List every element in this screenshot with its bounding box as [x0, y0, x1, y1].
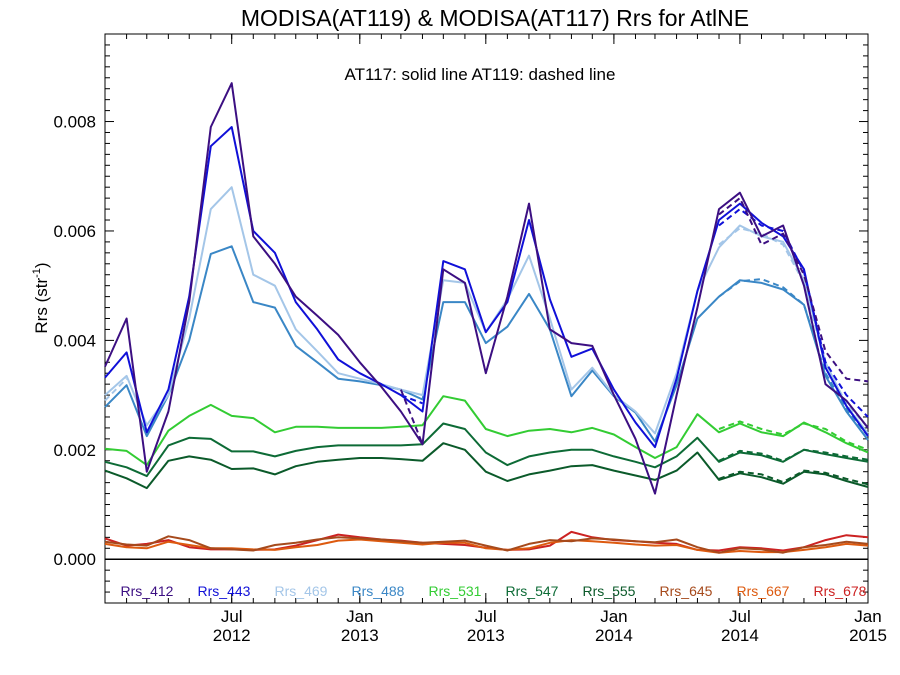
x-tick-label-year: 2012 — [213, 626, 251, 645]
legend-item-rrs-531: Rrs_531 — [429, 583, 482, 599]
legend-item-rrs-469: Rrs_469 — [275, 583, 328, 599]
series-line-dashed-rrs-547 — [718, 448, 869, 462]
series-line-rrs-667 — [104, 538, 869, 554]
x-tick-label-month: Jul — [221, 607, 243, 626]
chart-title: MODISA(AT119) & MODISA(AT117) Rrs for At… — [241, 5, 749, 31]
series-line-rrs-443 — [104, 126, 869, 449]
x-tick-label-month: Jul — [729, 607, 751, 626]
y-tick-label: 0.008 — [53, 113, 96, 132]
y-axis-label-close: ) — [32, 262, 51, 268]
legend-item-rrs-488: Rrs_488 — [352, 583, 405, 599]
y-tick-label: 0.002 — [53, 441, 96, 460]
series-line-rrs-645 — [104, 535, 869, 554]
x-tick-label-year: 2013 — [467, 626, 505, 645]
series-line-rrs-547 — [104, 422, 869, 478]
legend-item-rrs-555: Rrs_555 — [583, 583, 636, 599]
y-axis-label-exponent: -1 — [31, 268, 43, 278]
x-tick-label-month: Jan — [346, 607, 373, 626]
x-tick-label-month: Jan — [854, 607, 881, 626]
legend-item-rrs-547: Rrs_547 — [506, 583, 559, 599]
series-line-rrs-555 — [104, 442, 869, 490]
chart-subtitle: AT117: solid line AT119: dashed line — [345, 65, 616, 84]
legend-item-rrs-678: Rrs_678 — [814, 583, 867, 599]
legend-item-rrs-645: Rrs_645 — [660, 583, 713, 599]
x-tick-label-year: 2015 — [849, 626, 887, 645]
y-tick-label: 0.000 — [53, 550, 96, 569]
legend-item-rrs-412: Rrs_412 — [121, 583, 174, 599]
legend-item-rrs-443: Rrs_443 — [198, 583, 251, 599]
series-line-dashed-rrs-443 — [400, 208, 869, 418]
series-line-dashed-rrs-531 — [718, 420, 869, 451]
x-tick-label-month: Jul — [475, 607, 497, 626]
series-line-dashed-rrs-469 — [104, 227, 869, 429]
x-tick-label-year: 2013 — [341, 626, 379, 645]
legend-item-rrs-667: Rrs_667 — [737, 583, 790, 599]
series-line-dashed-rrs-555 — [718, 469, 869, 486]
x-tick-label-year: 2014 — [721, 626, 759, 645]
series-line-rrs-531 — [104, 395, 869, 467]
y-axis-label-main: Rrs (str — [32, 278, 51, 334]
y-tick-label: 0.004 — [53, 331, 96, 350]
series-line-rrs-488 — [104, 245, 869, 443]
series-line-rrs-412 — [104, 82, 869, 495]
y-axis-label: Rrs (str-1) — [31, 262, 51, 333]
x-tick-label-month: Jan — [600, 607, 627, 626]
plot-area: 0.0000.0020.0040.0060.008Jul2012Jan2013J… — [53, 33, 887, 645]
x-tick-label-year: 2014 — [595, 626, 633, 645]
y-tick-label: 0.006 — [53, 222, 96, 241]
